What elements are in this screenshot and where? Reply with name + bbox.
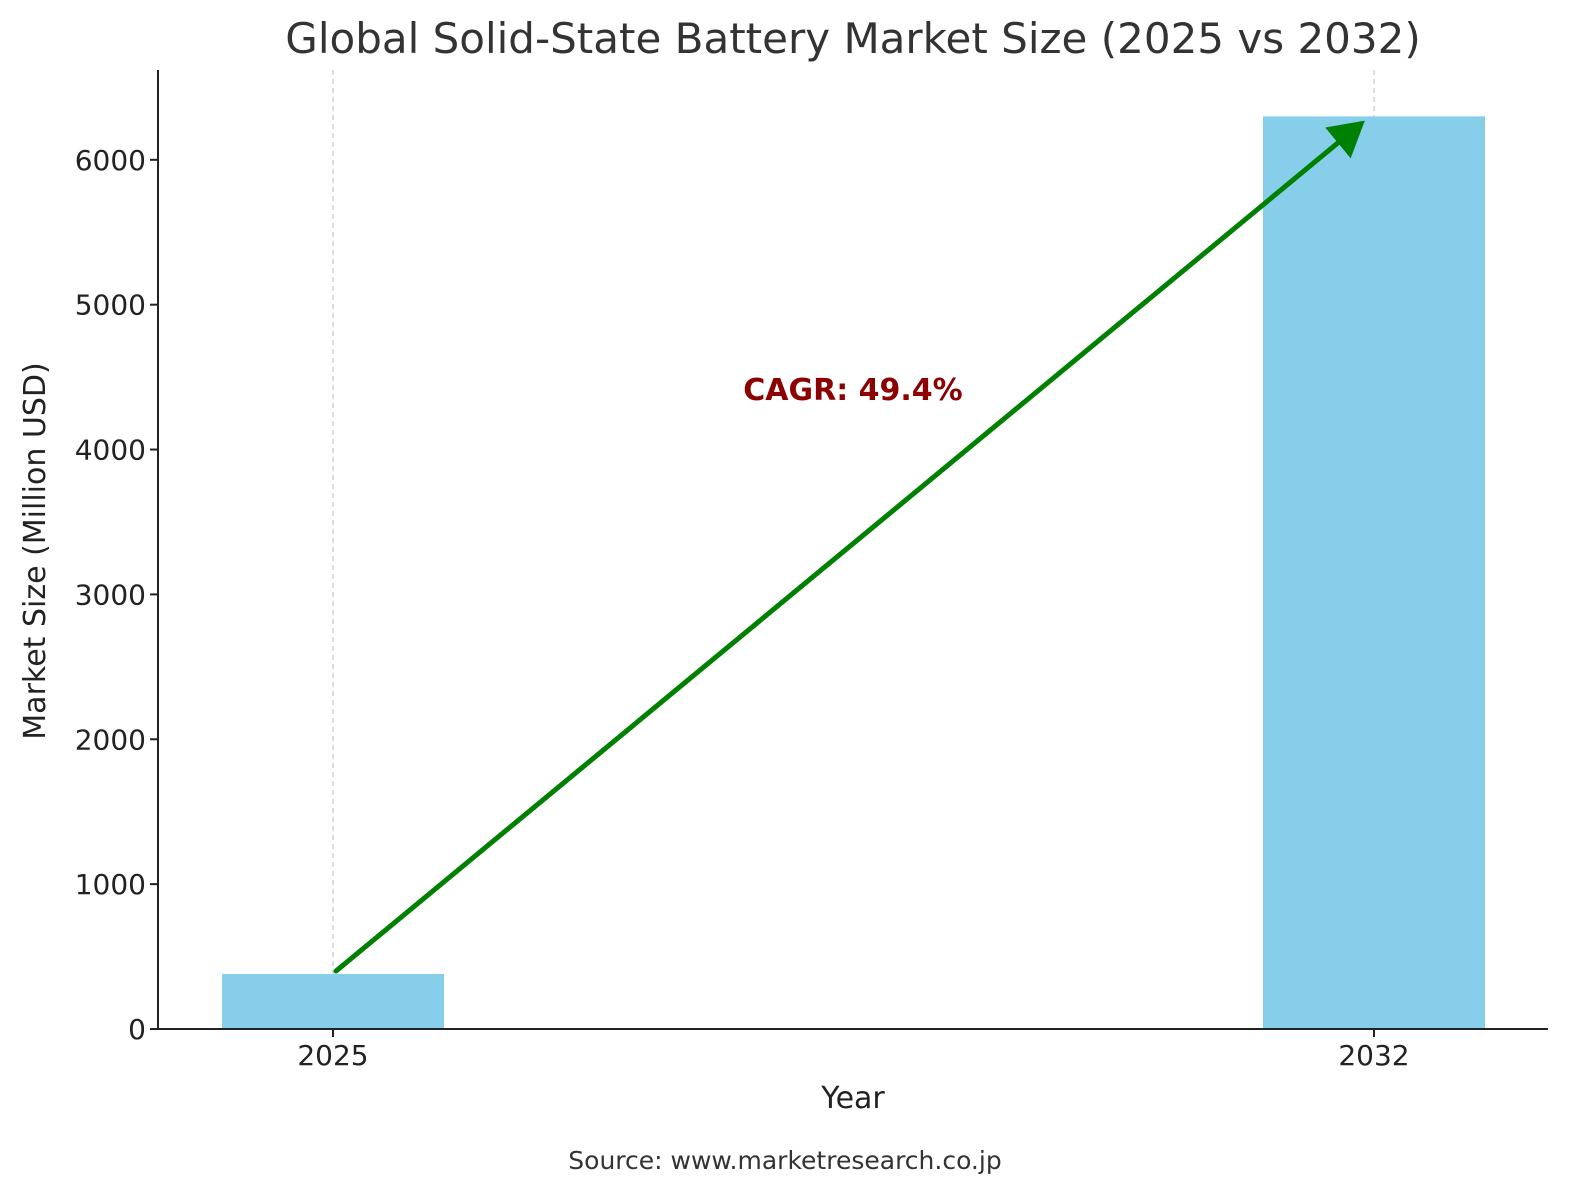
- bar-2025: [222, 973, 444, 1029]
- bars: [222, 116, 1485, 1029]
- bar-2032: [1263, 116, 1485, 1029]
- y-tick-label-0: 0: [128, 1013, 146, 1046]
- y-tick-label-6000: 6000: [75, 144, 146, 177]
- source-note: Source: www.marketresearch.co.jp: [568, 1146, 1001, 1175]
- y-tick-label-4000: 4000: [75, 434, 146, 467]
- y-tick-label-1000: 1000: [75, 868, 146, 901]
- x-ticks: 2025 2032: [297, 1029, 1410, 1072]
- y-tick-label-2000: 2000: [75, 723, 146, 756]
- cagr-annotation: CAGR: 49.4%: [743, 373, 962, 408]
- grid-lines: [332, 70, 1375, 1029]
- x-tick-label-2032: 2032: [1338, 1039, 1409, 1072]
- y-tick-label-5000: 5000: [75, 289, 146, 322]
- axes: [157, 70, 1548, 1030]
- x-axis-label: Year: [820, 1081, 885, 1116]
- cagr-arrow: [333, 120, 1365, 974]
- x-tick-label-2025: 2025: [297, 1039, 368, 1072]
- y-ticks: 0 1000 2000 3000 4000 5000 6000: [75, 144, 158, 1046]
- y-tick-label-3000: 3000: [75, 578, 146, 611]
- chart-title: Global Solid-State Battery Market Size (…: [285, 14, 1420, 63]
- y-axis-label: Market Size (Million USD): [18, 362, 53, 739]
